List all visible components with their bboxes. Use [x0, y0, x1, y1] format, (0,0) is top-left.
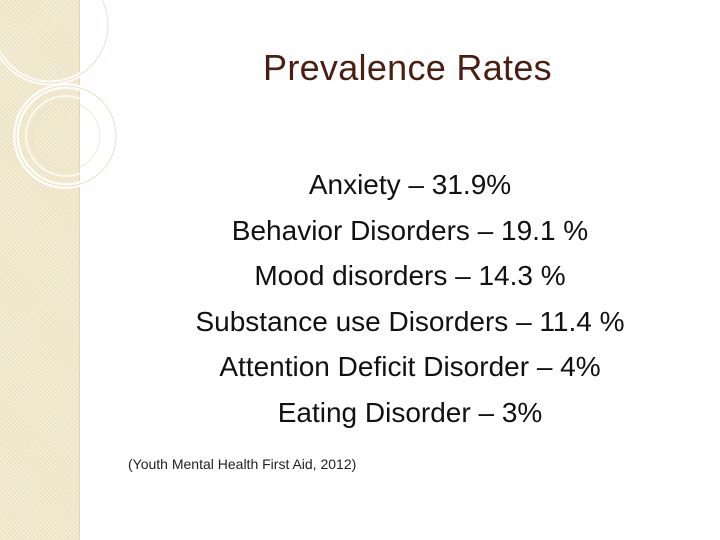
slide-title: Prevalence Rates — [263, 47, 552, 88]
citation: (Youth Mental Health First Aid, 2012) — [128, 456, 357, 472]
list-item-anxiety: Anxiety – 31.9% — [308, 169, 512, 200]
list-item-eating-disorder: Eating Disorder – 3% — [277, 396, 543, 428]
side-band-edge — [79, 0, 80, 540]
decorative-rings-icon — [0, 0, 119, 189]
list-item-behavior-disorders: Behavior Disorders – 19.1 % — [231, 214, 589, 246]
decorative-side-band — [0, 0, 79, 540]
list-item-attention-deficit-disorder: Attention Deficit Disorder – 4% — [219, 351, 601, 382]
prevalence-list: Anxiety – 31.9% Behavior Disorders – 19.… — [100, 162, 720, 435]
list-item-substance-use-disorders: Substance use Disorders – 11.4 % — [195, 305, 625, 337]
list-item-mood-disorders: Mood disorders – 14.3 % — [254, 260, 566, 291]
